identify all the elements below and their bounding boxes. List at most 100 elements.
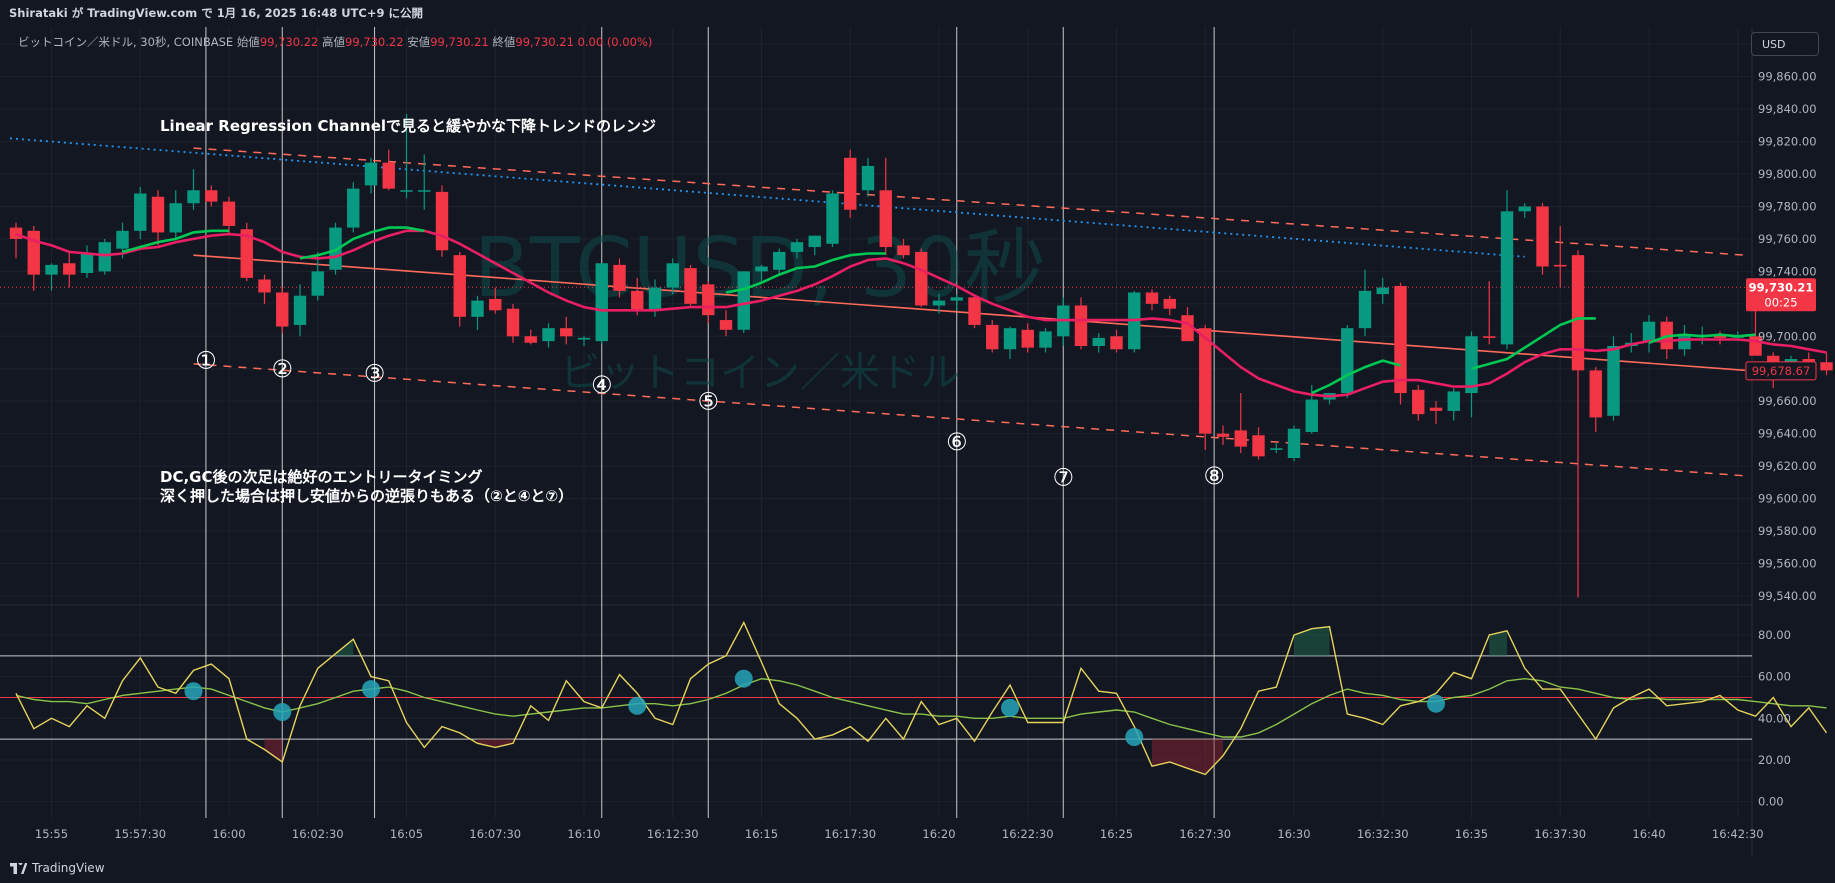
price-tick-label: 99,580.00	[1758, 524, 1817, 538]
candle-up	[45, 264, 58, 275]
time-tick-label: 16:20	[922, 827, 955, 841]
lower-band	[193, 363, 1746, 477]
candle-up	[1341, 328, 1354, 394]
candle-down	[1571, 255, 1585, 371]
candle-down	[1483, 336, 1496, 338]
ma-price-tag	[1745, 361, 1817, 381]
candle-up	[790, 242, 804, 252]
candle-down	[524, 336, 537, 343]
candle-down	[1145, 292, 1159, 304]
candle-up	[418, 190, 431, 192]
candle-up	[187, 190, 200, 204]
cross-dot	[628, 696, 647, 715]
ma-price-value: 99,678.67	[1752, 364, 1811, 378]
price-tick-label: 99,600.00	[1758, 492, 1817, 506]
brand-label: TradingView	[32, 861, 105, 875]
candle-down	[1767, 355, 1780, 363]
candle-up	[1092, 337, 1105, 347]
tradingview-brand[interactable]: TradingView	[10, 861, 105, 875]
moving-averages	[15, 226, 1827, 398]
plot-background	[0, 27, 1835, 855]
candle-down	[1429, 407, 1443, 411]
candle-down	[1802, 358, 1815, 363]
candle-up	[364, 162, 378, 186]
cross-dot	[273, 703, 292, 722]
footer-bar: TradingView	[0, 855, 1835, 883]
candle-down	[1216, 433, 1230, 437]
candle-up	[400, 190, 413, 192]
candle-down	[506, 308, 520, 337]
price-tick-label: 99,700.00	[1758, 329, 1817, 343]
candle-up	[1447, 391, 1460, 411]
time-tick-label: 16:02:30	[292, 827, 344, 841]
candle-up	[773, 251, 786, 270]
ma-slow-line	[1311, 359, 1401, 395]
osc-tick-label: 20.00	[1758, 753, 1791, 767]
candle-down	[222, 201, 236, 226]
marker-label: ②	[271, 355, 293, 383]
last-price-value: 99,730.21	[1749, 280, 1814, 294]
price-tick-label: 99,540.00	[1758, 589, 1817, 603]
candle-up	[311, 271, 324, 296]
publish-header: Shirataki が TradingView.com で 1月 16, 202…	[0, 0, 1835, 27]
time-tick-label: 16:10	[567, 827, 600, 841]
candle-up	[1358, 290, 1372, 329]
marker-label: ⑧	[1203, 462, 1225, 490]
legend-change: 0.00 (0.00%)	[577, 35, 653, 49]
time-tick-label: 16:22:30	[1002, 827, 1054, 841]
time-tick-label: 16:40	[1632, 827, 1665, 841]
channel-annotation: Linear Regression Channelで見ると緩やかな下降トレンドの…	[160, 117, 656, 135]
candle-down	[453, 255, 466, 317]
legend-low-label: 安値	[407, 35, 431, 49]
time-tick-label: 16:17:30	[824, 827, 876, 841]
candle-down	[205, 190, 218, 202]
candle-down	[151, 196, 165, 233]
symbol-legend: ビットコイン／米ドル, 30秒, COINBASE 始値99,730.22 高値…	[18, 34, 652, 50]
ma-slow-line	[725, 252, 886, 294]
candles	[9, 113, 1833, 598]
grid	[0, 27, 1835, 855]
candle-down	[844, 157, 857, 210]
legend-symbol: ビットコイン／米ドル, 30秒, COINBASE	[18, 35, 234, 49]
time-tick-label: 16:05	[390, 827, 423, 841]
overbought-fill	[1489, 630, 1507, 656]
time-tick-label: 16:25	[1100, 827, 1133, 841]
watermark-sub: ビットコイン／米ドル	[560, 350, 960, 396]
osc-tick-label: 60.00	[1758, 670, 1791, 684]
candle-up	[1003, 328, 1017, 350]
price-tick-label: 99,780.00	[1758, 199, 1817, 213]
ma-slow-line	[299, 226, 425, 260]
candle-up	[329, 227, 342, 270]
price-tick-label: 99,800.00	[1758, 167, 1817, 181]
candle-up	[542, 328, 555, 342]
last-price-tag	[1746, 278, 1816, 312]
osc-fast-line	[15, 620, 1828, 776]
time-tick-label: 16:35	[1455, 827, 1488, 841]
legend-close-label: 終値	[492, 35, 516, 49]
candle-up	[826, 193, 839, 244]
time-tick-label: 16:37:30	[1534, 827, 1586, 841]
candle-up	[950, 297, 963, 301]
price-tick-label: 99,660.00	[1758, 394, 1817, 408]
candle-up	[169, 203, 182, 233]
candle-up	[293, 295, 307, 325]
price-tick-label: 99,620.00	[1758, 459, 1817, 473]
candle-down	[63, 263, 76, 275]
annotation-labels: Linear Regression Channelで見ると緩やかな下降トレンドの…	[160, 117, 656, 505]
candle-down	[1394, 285, 1407, 394]
price-tick-label: 99,560.00	[1758, 556, 1817, 570]
candle-down	[1199, 328, 1212, 434]
candle-down	[897, 245, 910, 256]
time-tick-label: 16:42:30	[1712, 827, 1764, 841]
candle-down	[27, 230, 40, 275]
currency-button[interactable]: USD	[1751, 32, 1819, 56]
candle-up	[577, 337, 591, 340]
candle-down	[1021, 329, 1034, 348]
candle-down	[435, 191, 449, 251]
countdown-value: 00:25	[1764, 295, 1797, 309]
legend-high-label: 高値	[322, 35, 345, 49]
oversold-fill	[477, 739, 513, 748]
candle-down	[702, 284, 715, 316]
cross-dot	[1427, 694, 1445, 713]
